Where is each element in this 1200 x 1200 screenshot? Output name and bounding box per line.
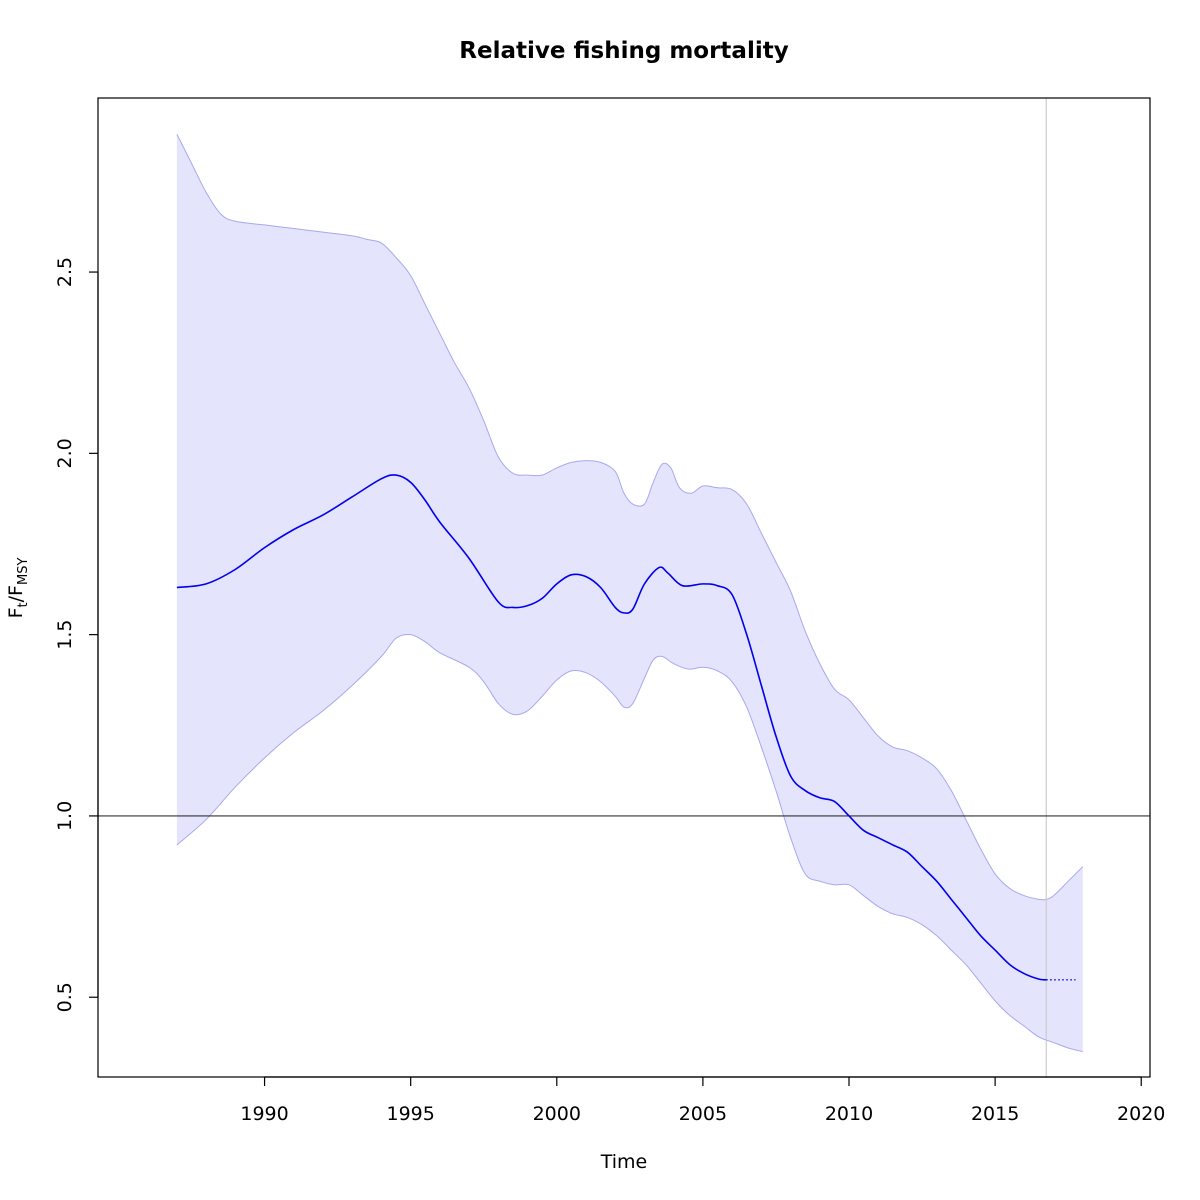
x-axis-label: Time	[600, 1151, 648, 1173]
x-tick-label: 2010	[825, 1103, 873, 1125]
y-tick-label: 1.0	[54, 801, 76, 831]
upper-ci-line	[176, 134, 1084, 901]
x-tick-label: 1995	[386, 1103, 434, 1125]
y-tick-label: 2.0	[54, 438, 76, 468]
y-axis-label-main: F	[5, 607, 27, 618]
x-tick-label: 2020	[1117, 1103, 1165, 1125]
x-tick-label: 2000	[533, 1103, 581, 1125]
plot-area	[98, 98, 1150, 1077]
y-tick-label: 2.5	[54, 257, 76, 287]
x-tick-label: 1990	[240, 1103, 288, 1125]
y-axis-label-sub1: t	[16, 602, 31, 607]
y-axis-label: Ft/FMSY	[5, 558, 31, 619]
y-tick-label: 0.5	[54, 982, 76, 1012]
y-tick-label: 1.5	[54, 620, 76, 650]
y-axis-label-sep: /F	[5, 585, 27, 602]
chart-title: Relative fishing mortality	[459, 38, 788, 64]
x-tick-label: 2005	[679, 1103, 727, 1125]
x-tick-label: 2015	[971, 1103, 1019, 1125]
estimate-line	[176, 474, 1047, 981]
y-axis: 0.5 1.0 1.5 2.0 2.5	[54, 257, 99, 1012]
lower-ci-line	[176, 633, 1083, 1053]
y-axis-label-sub2: MSY	[16, 558, 31, 585]
confidence-band	[176, 134, 1083, 1052]
x-axis: 1990 1995 2000 2005 2010 2015 2020	[240, 1076, 1165, 1125]
